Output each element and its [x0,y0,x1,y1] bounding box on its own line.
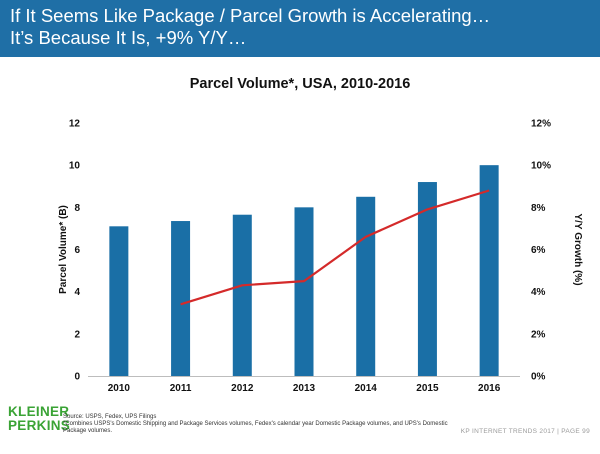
bar [479,165,499,376]
y-tick-label: 0 [74,372,80,383]
bar [109,226,129,376]
bar [417,182,437,376]
bar [294,207,314,376]
y2-tick-label: 10% [531,161,551,172]
y-tick-label: 12 [69,119,81,130]
y2-axis-label: Y/Y Growth (%) [572,213,583,285]
slide-title-line-1: If It Seems Like Package / Parcel Growth… [10,5,491,26]
logo-line-2: PERKINS [8,418,71,433]
y2-tick-label: 8% [531,203,546,214]
y2-tick-label: 6% [531,245,546,256]
logo-line-1: KLEINER [8,404,70,419]
x-tick-label: 2011 [170,383,192,394]
x-tick-label: 2016 [478,383,501,394]
growth-line [180,189,490,306]
y-axis-label: Parcel Volume* (B) [58,205,69,294]
footnote-source: Source: USPS, Fedex, UPS Filings [63,414,157,420]
y2-tick-label: 4% [531,287,546,298]
kleiner-perkins-logo: KLEINER PERKINS [8,405,70,433]
y-tick-label: 8 [74,203,80,214]
footnote-note: *Combines USPS's Domestic Shipping and P… [63,421,448,434]
bar [171,221,191,376]
x-tick-label: 2010 [108,383,131,394]
slide-header: If It Seems Like Package / Parcel Growth… [0,0,600,57]
y-tick-label: 4 [74,287,80,298]
bar [232,214,252,376]
slide-title-line-2: It’s Because It Is, +9% Y/Y… [10,27,247,48]
y-tick-label: 2 [74,329,80,340]
y2-tick-label: 2% [531,329,546,340]
x-tick-label: 2013 [293,383,316,394]
x-tick-label: 2014 [355,383,378,394]
bar [356,196,376,376]
footnote: Source: USPS, Fedex, UPS Filings *Combin… [63,414,453,435]
chart-title: Parcel Volume*, USA, 2010-2016 [189,76,411,92]
y-tick-label: 10 [69,161,81,172]
footer-page-info: KP INTERNET TRENDS 2017 | PAGE 99 [460,428,590,435]
x-tick-label: 2012 [231,383,254,394]
y2-tick-label: 0% [531,372,546,383]
x-tick-label: 2015 [416,383,439,394]
y2-tick-label: 12% [531,119,551,130]
y-tick-label: 6 [74,245,80,256]
